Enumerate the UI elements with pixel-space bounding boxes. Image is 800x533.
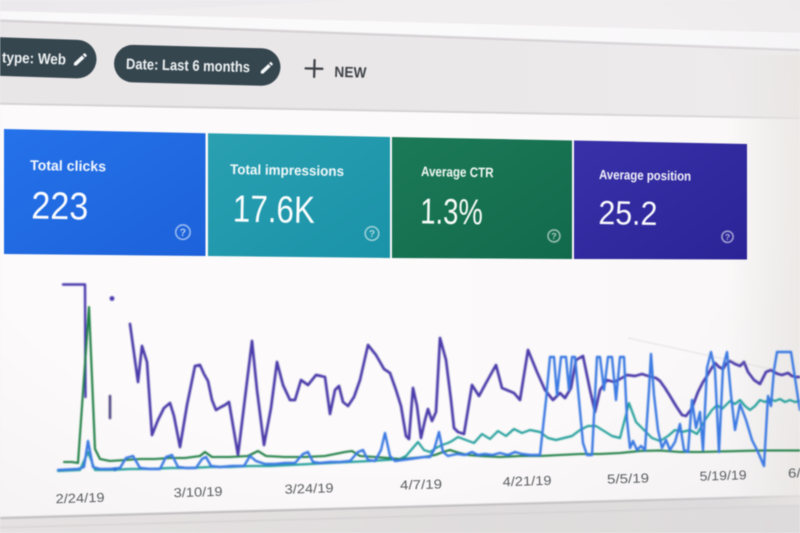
svg-text:223: 223 — [31, 185, 89, 229]
svg-text:?: ? — [180, 227, 187, 239]
svg-text:3/24/19: 3/24/19 — [284, 480, 333, 496]
svg-text:Date: Last 6 months: Date: Last 6 months — [126, 56, 250, 76]
svg-text:5/5/19: 5/5/19 — [607, 470, 649, 486]
svg-text:Average position: Average position — [599, 167, 691, 184]
svg-text:?: ? — [551, 231, 557, 241]
svg-text:6/2/19: 6/2/19 — [788, 464, 800, 480]
svg-text:Total impressions: Total impressions — [230, 161, 344, 179]
svg-text:NEW: NEW — [334, 64, 367, 82]
svg-text:2/24/19: 2/24/19 — [55, 490, 104, 506]
svg-text:Total clicks: Total clicks — [30, 158, 106, 175]
svg-text:25.2: 25.2 — [598, 195, 658, 233]
svg-text:4/21/19: 4/21/19 — [502, 473, 551, 489]
svg-text:type: Web: type: Web — [2, 49, 67, 68]
svg-text:Average CTR: Average CTR — [421, 164, 494, 180]
svg-text:?: ? — [369, 229, 375, 240]
svg-text:17.6K: 17.6K — [233, 189, 316, 232]
svg-text:?: ? — [725, 232, 730, 242]
svg-text:1.3%: 1.3% — [420, 190, 483, 232]
svg-text:5/19/19: 5/19/19 — [699, 467, 746, 483]
svg-text:3/10/19: 3/10/19 — [173, 484, 222, 500]
svg-text:4/7/19: 4/7/19 — [400, 476, 442, 492]
